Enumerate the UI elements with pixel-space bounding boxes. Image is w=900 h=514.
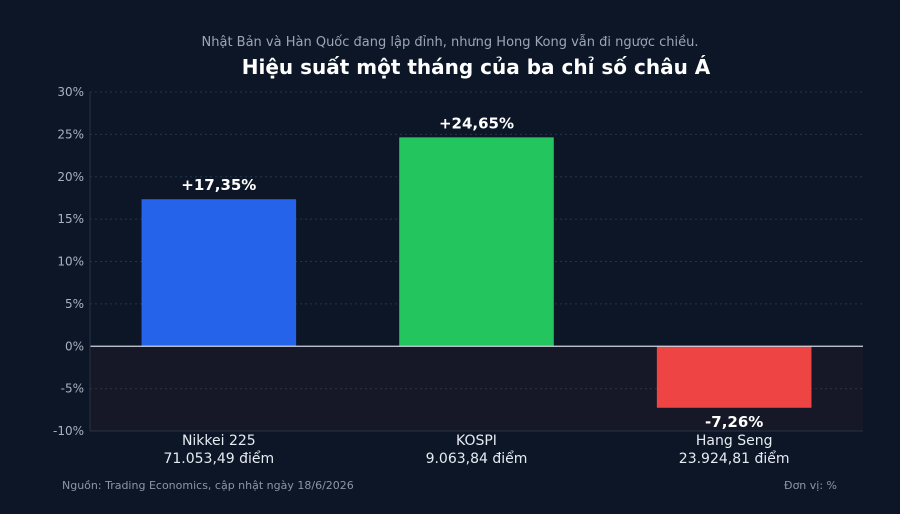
- bar: [399, 137, 554, 347]
- y-tick-label: 15%: [57, 212, 84, 226]
- x-tick-label: Nikkei 225: [182, 433, 256, 449]
- y-tick-label: 10%: [57, 255, 84, 269]
- source-note: Nguồn: Trading Economics, cập nhật ngày …: [62, 479, 354, 492]
- chart-title: Hiệu suất một tháng của ba chỉ số châu Á: [242, 55, 711, 79]
- x-tick-sublabel: 71.053,49 điểm: [163, 450, 274, 467]
- y-tick-label: 0%: [65, 339, 84, 353]
- y-tick-label: 30%: [57, 85, 84, 99]
- data-label: +17,35%: [181, 176, 256, 194]
- chart-subtitle: Nhật Bản và Hàn Quốc đang lập đỉnh, nhưn…: [202, 35, 699, 50]
- bar: [656, 346, 812, 408]
- data-label: +24,65%: [439, 114, 514, 132]
- plot-area: 30% 25% 20% 15% 10% 5% 0% -5% -10% +17,35% Nikkei …: [53, 85, 863, 467]
- y-tick-label: -5%: [61, 382, 84, 396]
- y-tick-label: 5%: [65, 297, 84, 311]
- y-tick-label: 25%: [57, 127, 84, 141]
- x-tick-label: KOSPI: [456, 433, 497, 449]
- y-tick-label: 20%: [57, 170, 84, 184]
- x-tick-sublabel: 9.063,84 điểm: [426, 450, 528, 467]
- y-tick-label: -10%: [53, 424, 84, 438]
- bar: [141, 199, 297, 347]
- data-label: -7,26%: [705, 413, 763, 431]
- x-tick-sublabel: 23.924,81 điểm: [679, 450, 790, 467]
- unit-note: Đơn vị: %: [784, 479, 837, 492]
- x-tick-label: Hang Seng: [696, 433, 773, 449]
